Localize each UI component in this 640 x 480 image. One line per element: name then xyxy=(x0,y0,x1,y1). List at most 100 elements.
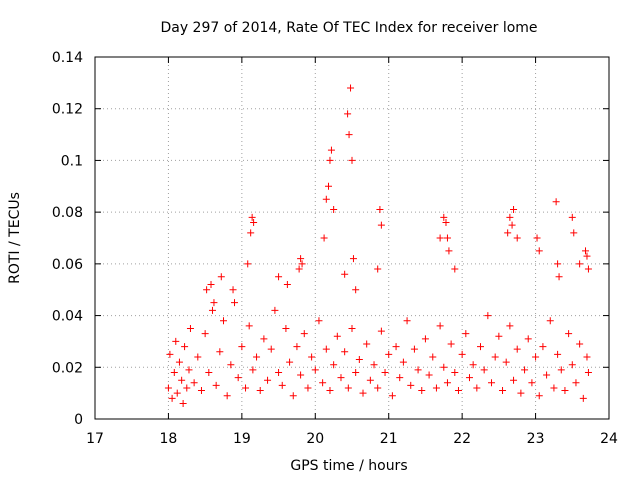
data-point xyxy=(249,366,257,374)
data-point xyxy=(326,156,334,164)
data-point xyxy=(289,392,297,400)
data-point xyxy=(443,379,451,387)
data-point xyxy=(584,368,592,376)
data-point xyxy=(510,376,518,384)
data-point xyxy=(208,306,216,314)
data-point xyxy=(341,270,349,278)
data-point xyxy=(170,368,178,376)
data-point xyxy=(414,366,422,374)
x-tick-label: 18 xyxy=(160,431,178,447)
data-point xyxy=(178,376,186,384)
data-point xyxy=(484,312,492,320)
data-point xyxy=(543,371,551,379)
data-point xyxy=(429,353,437,361)
data-point xyxy=(508,221,516,229)
x-tick-label: 20 xyxy=(306,431,324,447)
data-point xyxy=(370,361,378,369)
data-point xyxy=(185,366,193,374)
data-point xyxy=(506,213,514,221)
data-point xyxy=(366,376,374,384)
data-point xyxy=(286,358,294,366)
data-point xyxy=(579,394,587,402)
grid xyxy=(95,57,609,419)
data-point xyxy=(584,265,592,273)
data-point xyxy=(322,195,330,203)
data-point xyxy=(298,260,306,268)
data-point xyxy=(212,381,220,389)
data-point xyxy=(217,273,225,281)
data-point xyxy=(308,353,316,361)
y-tick-label: 0.02 xyxy=(52,360,83,376)
x-tick-labels: 17 18 19 20 21 22 23 24 xyxy=(86,431,618,447)
data-point xyxy=(231,299,239,307)
data-point xyxy=(554,260,562,268)
data-point xyxy=(264,376,272,384)
data-point xyxy=(179,399,187,407)
data-point xyxy=(205,368,213,376)
data-point xyxy=(363,340,371,348)
data-point xyxy=(436,322,444,330)
y-tick-label: 0 xyxy=(74,412,83,428)
data-point xyxy=(341,348,349,356)
x-tick-label: 24 xyxy=(600,431,618,447)
data-point xyxy=(436,234,444,242)
data-point xyxy=(173,389,181,397)
data-point xyxy=(407,381,415,389)
data-point xyxy=(207,281,215,289)
data-point xyxy=(355,356,363,364)
data-point xyxy=(535,392,543,400)
data-point xyxy=(440,363,448,371)
data-point xyxy=(388,392,396,400)
data-point xyxy=(293,343,301,351)
data-point xyxy=(352,368,360,376)
data-point xyxy=(283,281,291,289)
data-point xyxy=(253,353,261,361)
data-point xyxy=(168,394,176,402)
data-point xyxy=(499,387,507,395)
data-point xyxy=(570,229,578,237)
data-point xyxy=(256,387,264,395)
data-point xyxy=(385,350,393,358)
data-point xyxy=(399,358,407,366)
data-point xyxy=(245,322,253,330)
data-point xyxy=(216,348,224,356)
data-point xyxy=(480,366,488,374)
data-point xyxy=(582,247,590,255)
data-point xyxy=(247,229,255,237)
data-point xyxy=(502,358,510,366)
data-point xyxy=(359,389,367,397)
chart-title: Day 297 of 2014, Rate Of TEC Index for r… xyxy=(160,20,537,36)
data-point xyxy=(166,350,174,358)
data-point xyxy=(410,345,418,353)
data-point xyxy=(248,213,256,221)
data-point xyxy=(175,358,183,366)
data-point xyxy=(330,361,338,369)
data-point xyxy=(513,234,521,242)
data-point xyxy=(327,146,335,154)
x-tick-label: 19 xyxy=(233,431,251,447)
data-point xyxy=(203,286,211,294)
data-point xyxy=(451,368,459,376)
data-point xyxy=(374,384,382,392)
data-point xyxy=(229,286,237,294)
data-point xyxy=(568,213,576,221)
data-point xyxy=(442,218,450,226)
data-point xyxy=(344,110,352,118)
x-tick-label: 21 xyxy=(380,431,398,447)
data-point xyxy=(164,384,172,392)
data-point xyxy=(576,260,584,268)
data-point xyxy=(521,366,529,374)
data-point xyxy=(445,247,453,255)
data-point xyxy=(194,353,202,361)
data-point xyxy=(425,371,433,379)
data-point xyxy=(227,361,235,369)
data-point xyxy=(374,265,382,273)
data-point xyxy=(443,234,451,242)
data-point xyxy=(275,368,283,376)
x-axis-label: GPS time / hours xyxy=(290,458,407,474)
data-point xyxy=(491,353,499,361)
data-point xyxy=(381,368,389,376)
data-point xyxy=(344,384,352,392)
data-point xyxy=(469,361,477,369)
data-point xyxy=(311,366,319,374)
